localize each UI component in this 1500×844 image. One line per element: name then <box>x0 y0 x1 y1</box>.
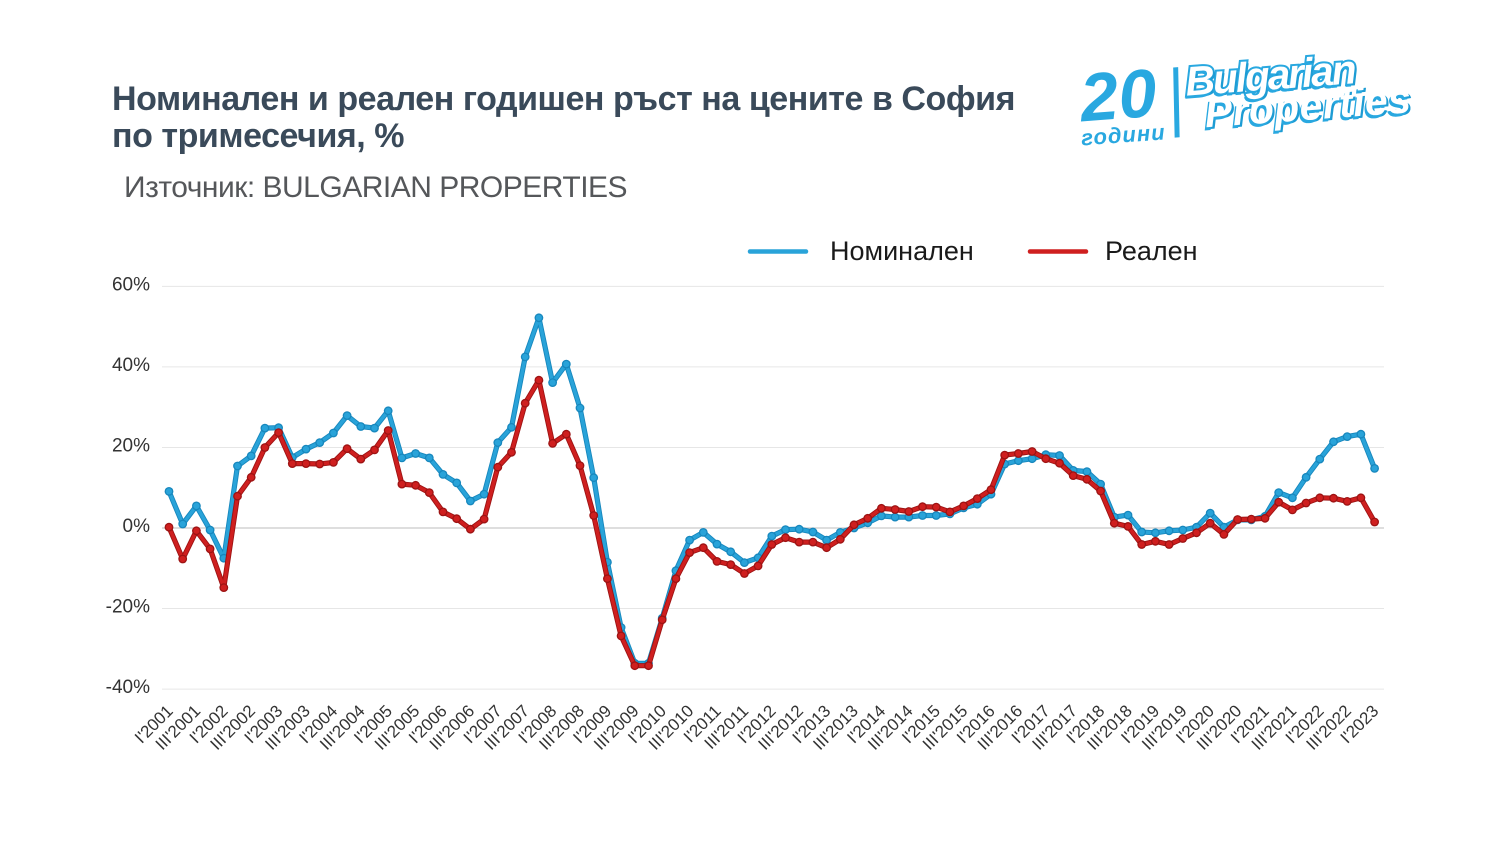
svg-text:Номинален: Номинален <box>830 236 974 266</box>
svg-text:-40%: -40% <box>106 677 150 698</box>
svg-text:-20%: -20% <box>106 597 150 618</box>
svg-text:Реален: Реален <box>1105 236 1198 266</box>
svg-text:20%: 20% <box>112 436 150 457</box>
svg-text:60%: 60% <box>112 274 150 295</box>
svg-text:0%: 0% <box>123 516 151 537</box>
svg-text:40%: 40% <box>112 355 150 376</box>
